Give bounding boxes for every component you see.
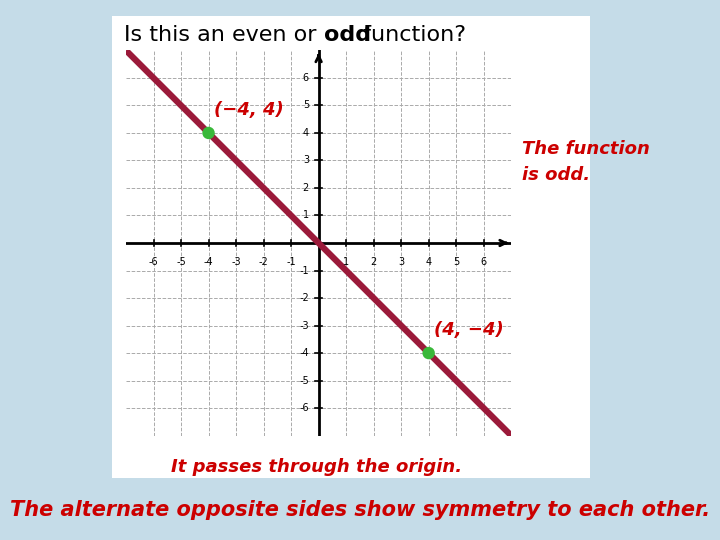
- Text: Is this an even or: Is this an even or: [125, 25, 324, 45]
- Text: -5: -5: [300, 376, 309, 386]
- Text: -1: -1: [287, 256, 296, 267]
- Text: 2: 2: [371, 256, 377, 267]
- Text: 5: 5: [453, 256, 459, 267]
- Text: 5: 5: [302, 100, 309, 110]
- Text: (4, −4): (4, −4): [434, 321, 504, 339]
- Text: 2: 2: [302, 183, 309, 193]
- Text: 6: 6: [303, 73, 309, 83]
- Text: -4: -4: [300, 348, 309, 358]
- Text: -4: -4: [204, 256, 213, 267]
- Text: (−4, 4): (−4, 4): [214, 101, 284, 119]
- Text: -1: -1: [300, 266, 309, 275]
- Text: The alternate opposite sides show symmetry to each other.: The alternate opposite sides show symmet…: [10, 500, 710, 521]
- Text: -6: -6: [149, 256, 158, 267]
- Text: The function
is odd.: The function is odd.: [522, 140, 650, 184]
- Text: -2: -2: [258, 256, 269, 267]
- Text: function?: function?: [356, 25, 466, 45]
- Text: -3: -3: [231, 256, 241, 267]
- Text: -2: -2: [300, 293, 309, 303]
- Text: 6: 6: [481, 256, 487, 267]
- Text: It passes through the origin.: It passes through the origin.: [171, 458, 462, 476]
- Text: 3: 3: [303, 156, 309, 165]
- Text: 3: 3: [398, 256, 404, 267]
- Text: odd: odd: [324, 25, 371, 45]
- Text: 1: 1: [343, 256, 349, 267]
- Text: 4: 4: [426, 256, 432, 267]
- Text: 1: 1: [303, 211, 309, 220]
- Text: -6: -6: [300, 403, 309, 413]
- Point: [203, 129, 215, 137]
- Point: [423, 349, 434, 357]
- Text: -3: -3: [300, 321, 309, 330]
- Text: -5: -5: [176, 256, 186, 267]
- Text: 4: 4: [303, 128, 309, 138]
